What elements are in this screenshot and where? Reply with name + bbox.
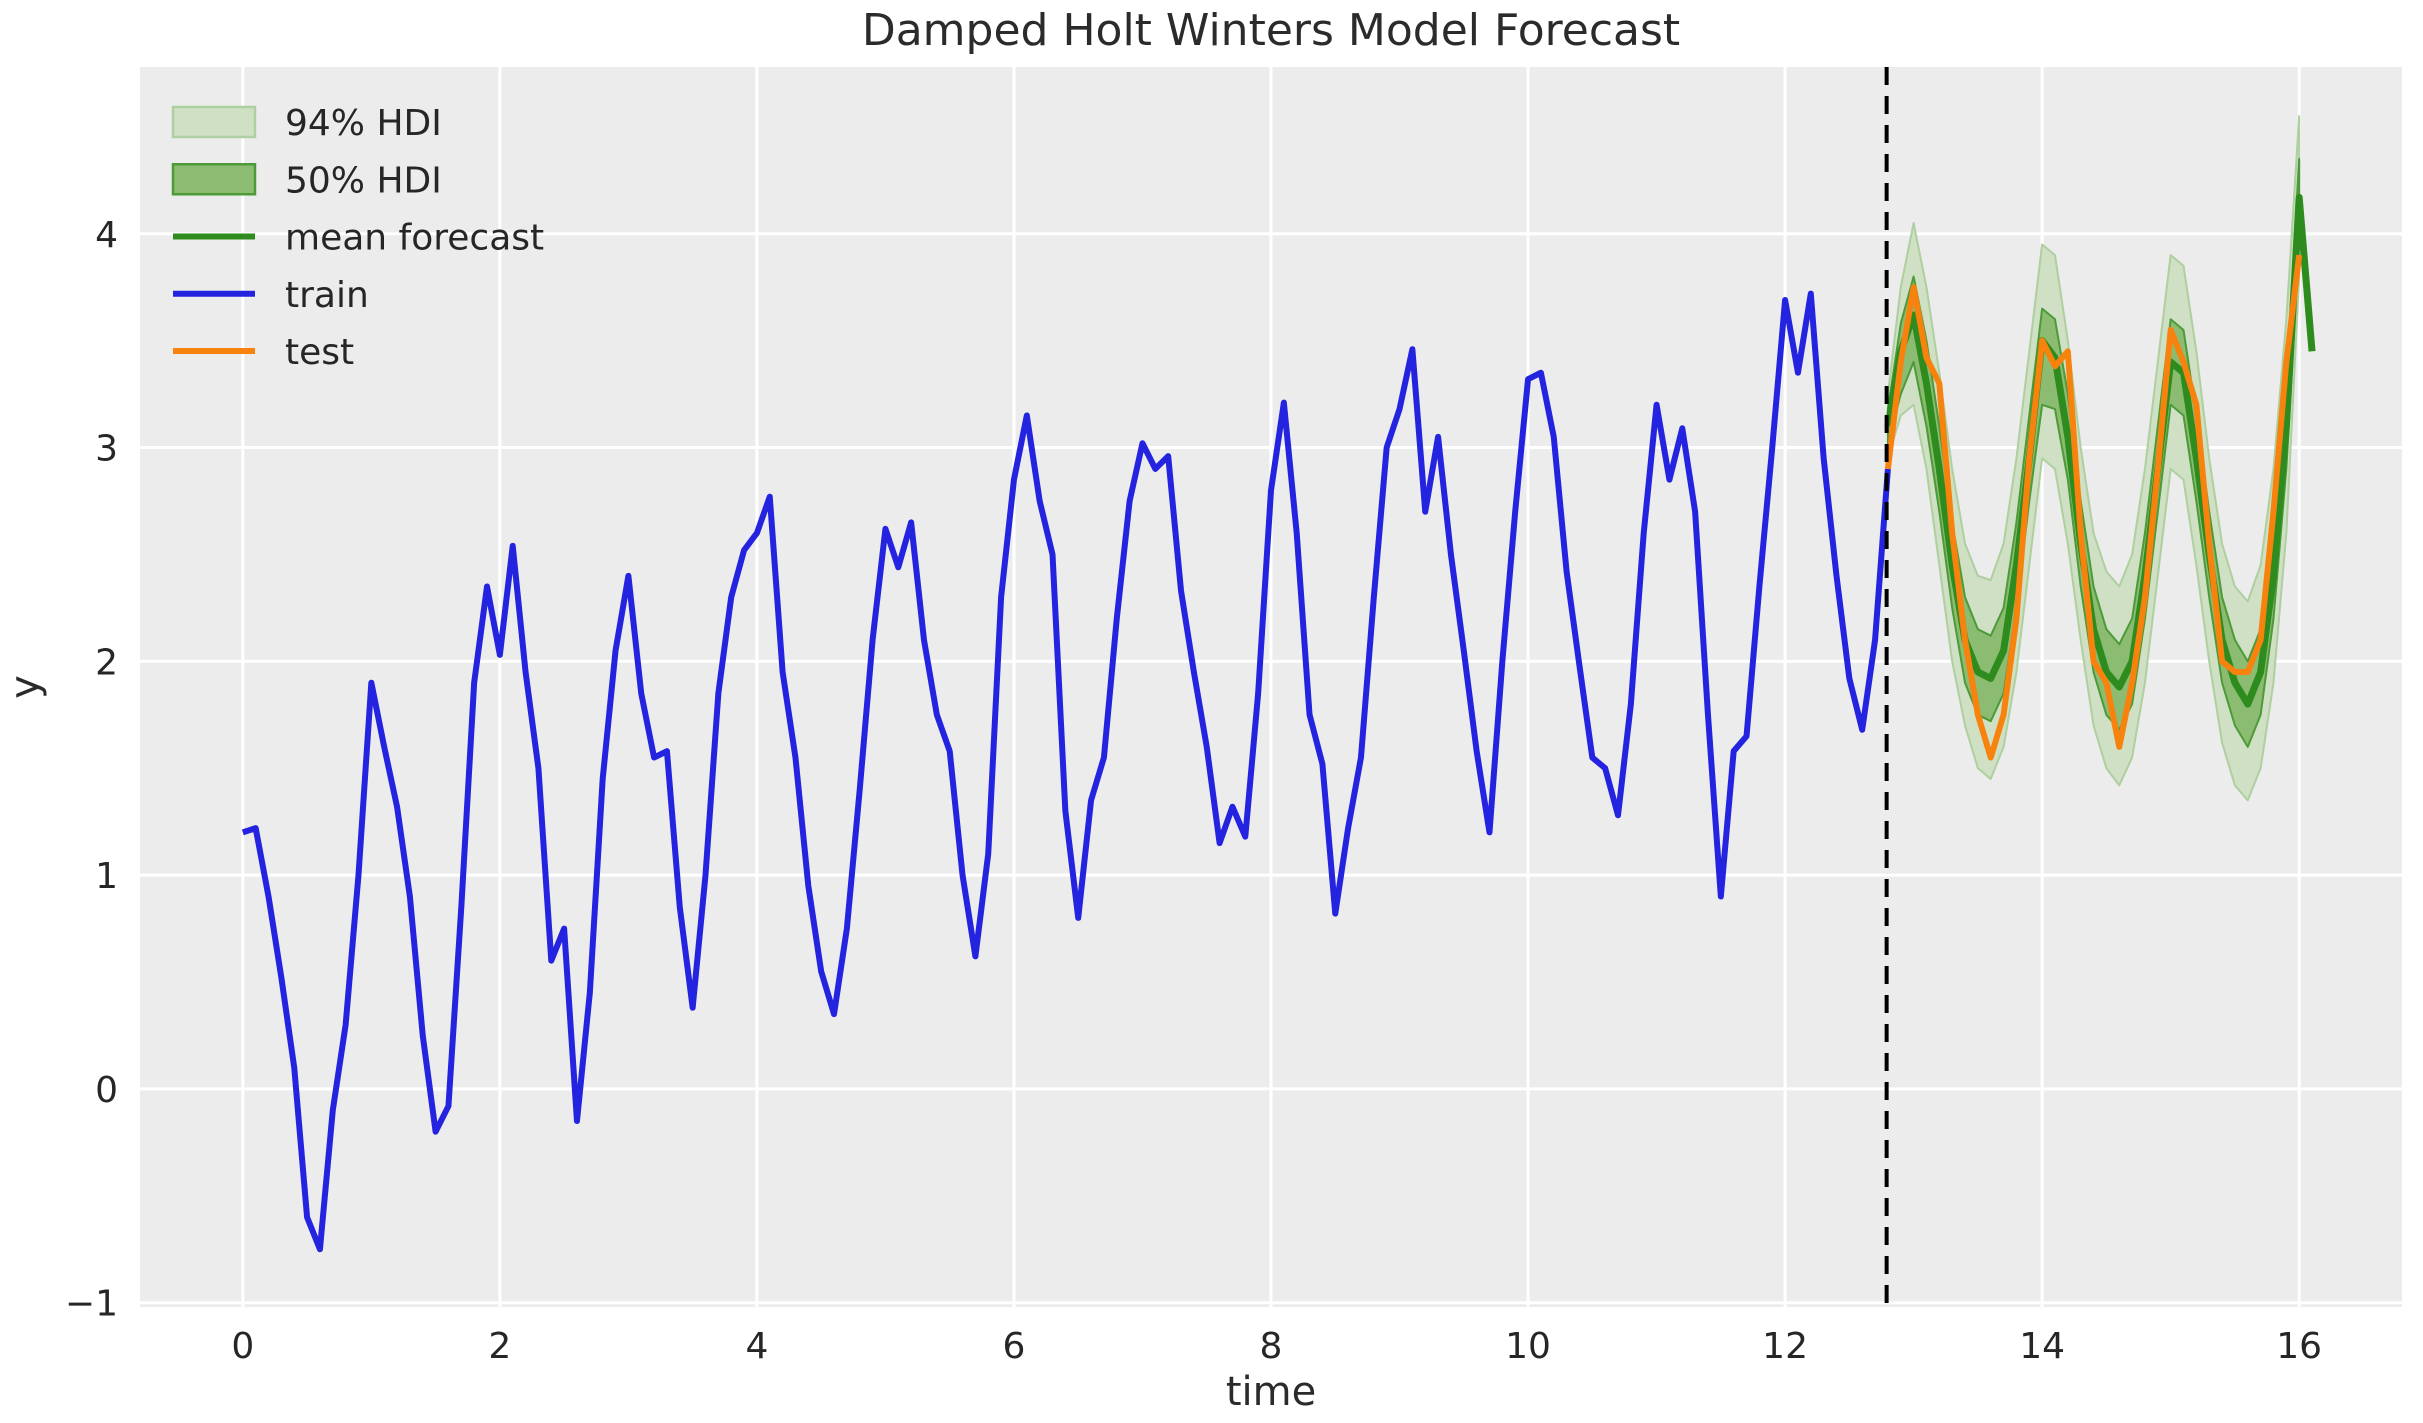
y-tick-label: 2 (95, 642, 118, 683)
x-axis-label: time (1226, 1369, 1316, 1415)
y-tick-label: 3 (95, 429, 118, 470)
chart-title: Damped Holt Winters Model Forecast (862, 5, 1680, 56)
legend: 94% HDI 50% HDI mean forecast train test (171, 103, 544, 373)
y-tick-label: 0 (95, 1070, 118, 1111)
x-tick-label: 6 (1003, 1326, 1026, 1367)
legend-item-label: train (285, 275, 369, 316)
x-tick-label: 14 (2019, 1326, 2065, 1367)
y-tick-label: −1 (65, 1284, 118, 1325)
legend-item-label: 94% HDI (285, 103, 442, 144)
x-tick-label: 10 (1505, 1326, 1551, 1367)
x-tick-label: 2 (488, 1326, 511, 1367)
legend-item-label: 50% HDI (285, 160, 442, 201)
x-tick-labels: 0 2 4 6 8 10 12 14 16 (231, 1326, 2322, 1367)
legend-item: test (173, 332, 354, 373)
test-line (1884, 254, 2303, 761)
x-tick-label: 16 (2276, 1326, 2322, 1367)
legend-item: train (173, 275, 369, 316)
train-line (241, 290, 1891, 1253)
legend-item: 50% HDI (171, 160, 442, 201)
legend-swatch-patch (171, 105, 257, 139)
y-tick-label: 1 (95, 856, 118, 897)
legend-item-label: test (285, 332, 354, 373)
legend-swatch-patch (171, 163, 257, 196)
x-tick-label: 12 (1762, 1326, 1808, 1367)
x-tick-label: 0 (231, 1326, 254, 1367)
y-tick-label: 4 (95, 215, 118, 256)
legend-item-label: mean forecast (285, 218, 544, 259)
y-axis-label: y (2, 675, 48, 699)
legend-item: 94% HDI (171, 103, 442, 144)
data-series (241, 193, 2316, 1253)
legend-item: mean forecast (173, 218, 544, 259)
x-tick-label: 8 (1260, 1326, 1283, 1367)
y-tick-labels: −1 0 1 2 3 4 (65, 215, 118, 1325)
x-tick-label: 4 (745, 1326, 768, 1367)
